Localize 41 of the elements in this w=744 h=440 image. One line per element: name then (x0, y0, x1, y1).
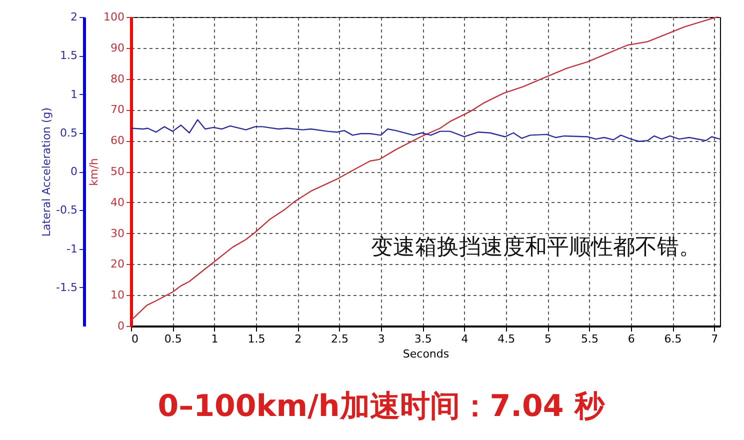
x-tick-label: 0 (132, 332, 138, 346)
x-tick-label: 7 (711, 332, 718, 346)
y-tick-label: 50 (110, 165, 124, 178)
y2-tick-label: 0 (70, 165, 78, 178)
y2-tick-label: 1.5 (60, 49, 78, 62)
y-tick-label: 70 (110, 103, 124, 116)
x-tick-label: 5 (544, 332, 552, 346)
x-tick-label: 0.5 (164, 332, 182, 346)
y2-tick-label: -1 (66, 242, 78, 256)
x-tick-label: 6 (628, 332, 635, 346)
y2-tick-label: -1.5 (56, 280, 78, 294)
y2-tick-label: -0.5 (56, 204, 78, 217)
y-tick-label: 90 (110, 41, 124, 54)
text: 0–100km/h加速时间：7.04 秒 (158, 389, 606, 424)
annotation: 变速箱换挡速度和平顺性都不错。 (371, 235, 701, 260)
line-series (130, 119, 721, 142)
y2-tick-label: 2 (70, 10, 78, 24)
x-tick-label: 3 (378, 332, 385, 346)
y2-tick-label: 0.5 (60, 126, 78, 140)
y-tick-label: 80 (110, 72, 124, 86)
x-axis-title: Seconds (402, 348, 450, 360)
x-tick-label: 6.5 (664, 332, 682, 346)
y-tick-label: 60 (110, 134, 124, 148)
x-tick-label: 1 (211, 332, 218, 346)
y-tick-label: 30 (110, 226, 124, 240)
y-tick-label: 0 (118, 320, 124, 332)
y-tick-label: 40 (110, 196, 124, 209)
x-tick-label: 2 (294, 332, 302, 346)
x-tick-label: 4 (461, 332, 468, 346)
x-tick-label: 1.5 (248, 332, 266, 346)
y-tick-label: 20 (110, 258, 124, 271)
y-tick-label: 10 (110, 288, 124, 302)
y2-tick-label: 1 (70, 88, 78, 101)
y-tick-label: 100 (104, 10, 124, 24)
x-tick-label: 2.5 (331, 332, 349, 346)
x-tick-label: 5.5 (580, 332, 598, 346)
line-series (130, 16, 718, 322)
x-tick-label: 3.5 (414, 332, 432, 346)
y2-axis-title: Lateral Acceleration (g) (40, 107, 54, 237)
x-tick-label: 4.5 (498, 332, 516, 346)
y-axis-title: km/h (88, 158, 101, 186)
